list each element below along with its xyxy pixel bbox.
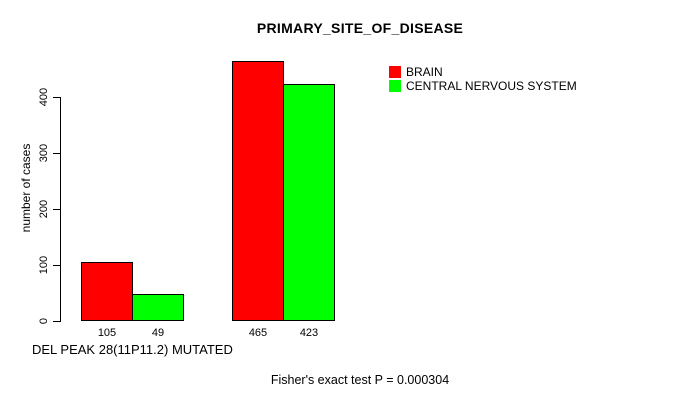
legend-item-central-nervous-system: CENTRAL NERVOUS SYSTEM — [389, 79, 577, 93]
bar-value-label: 465 — [248, 327, 268, 339]
bar-value-label: 49 — [151, 327, 165, 339]
bar-value-label: 105 — [97, 327, 117, 339]
bar-brain-group2 — [232, 61, 284, 321]
bar-value-label: 423 — [299, 327, 319, 339]
y-axis-tick — [53, 320, 60, 322]
x-axis-title: DEL PEAK 28(11P11.2) MUTATED — [32, 342, 233, 357]
y-axis-tick-label: 100 — [38, 255, 50, 275]
y-axis-tick — [53, 264, 60, 266]
bar-central-nervous-system-group2 — [283, 84, 335, 321]
y-axis-tick — [53, 152, 60, 154]
y-axis-tick-label: 300 — [38, 143, 50, 163]
legend-label-brain: BRAIN — [406, 65, 443, 79]
chart-title: PRIMARY_SITE_OF_DISEASE — [256, 20, 464, 36]
bar-brain-group1 — [81, 262, 133, 321]
y-axis-line — [60, 97, 61, 322]
legend-label-central-nervous-system: CENTRAL NERVOUS SYSTEM — [406, 79, 577, 93]
legend-swatch-green — [389, 80, 401, 92]
legend: BRAIN CENTRAL NERVOUS SYSTEM — [389, 65, 577, 93]
y-axis-tick-label: 200 — [38, 199, 50, 219]
y-axis-title: number of cases — [19, 143, 33, 233]
y-axis-tick — [53, 96, 60, 98]
y-axis-tick-label: 400 — [38, 87, 50, 107]
legend-item-brain: BRAIN — [389, 65, 577, 79]
statistic-note: Fisher's exact test P = 0.000304 — [270, 373, 450, 387]
bar-central-nervous-system-group1 — [132, 294, 184, 321]
y-axis-tick-label: 0 — [38, 317, 50, 325]
legend-swatch-red — [389, 66, 401, 78]
y-axis-tick — [53, 208, 60, 210]
